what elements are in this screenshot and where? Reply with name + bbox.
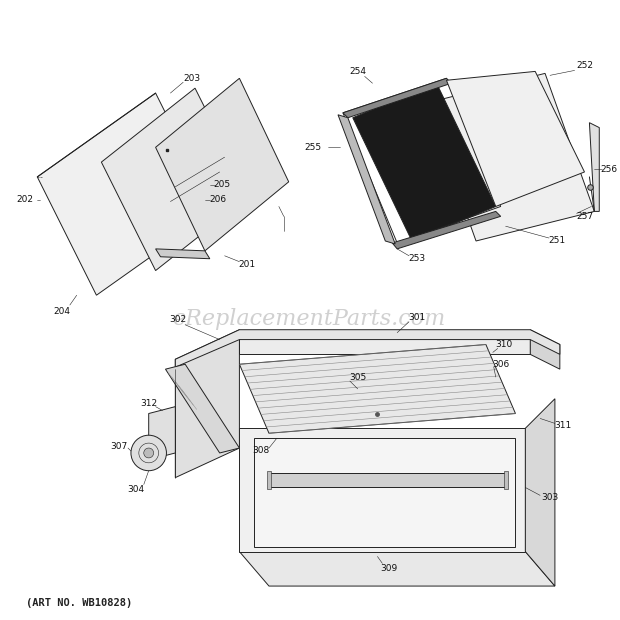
- Polygon shape: [175, 330, 560, 367]
- Polygon shape: [102, 88, 249, 270]
- Polygon shape: [267, 471, 271, 489]
- Text: 255: 255: [305, 143, 322, 152]
- Text: 307: 307: [110, 441, 128, 451]
- Polygon shape: [338, 115, 395, 244]
- Polygon shape: [254, 438, 515, 547]
- Text: 205: 205: [213, 180, 230, 189]
- Text: 301: 301: [408, 313, 425, 322]
- Text: 256: 256: [601, 164, 618, 174]
- Text: 311: 311: [554, 421, 572, 430]
- Polygon shape: [343, 78, 451, 118]
- Polygon shape: [156, 249, 210, 259]
- Text: 309: 309: [381, 564, 398, 573]
- Polygon shape: [503, 471, 508, 489]
- Polygon shape: [269, 472, 505, 487]
- Text: 253: 253: [409, 254, 425, 264]
- Text: 308: 308: [252, 446, 270, 456]
- Polygon shape: [427, 73, 595, 241]
- Text: 310: 310: [495, 340, 512, 349]
- Polygon shape: [156, 78, 289, 251]
- Text: 302: 302: [170, 316, 187, 324]
- Polygon shape: [149, 407, 175, 460]
- Polygon shape: [239, 345, 515, 433]
- Circle shape: [144, 448, 154, 458]
- Text: (ART NO. WB10828): (ART NO. WB10828): [27, 598, 133, 608]
- Polygon shape: [353, 83, 496, 241]
- Text: 303: 303: [541, 493, 559, 502]
- Text: 306: 306: [492, 360, 509, 369]
- Polygon shape: [392, 211, 501, 249]
- Polygon shape: [239, 428, 525, 552]
- Text: 252: 252: [576, 61, 593, 70]
- Text: 203: 203: [184, 74, 201, 83]
- Polygon shape: [37, 93, 215, 295]
- Text: 312: 312: [140, 399, 157, 408]
- Text: 304: 304: [127, 485, 144, 494]
- Text: 251: 251: [548, 236, 565, 246]
- Text: 204: 204: [53, 308, 71, 316]
- Text: eReplacementParts.com: eReplacementParts.com: [172, 308, 445, 330]
- Text: 206: 206: [209, 195, 226, 204]
- Polygon shape: [446, 71, 585, 206]
- Text: 202: 202: [16, 195, 33, 204]
- Text: 201: 201: [239, 260, 256, 269]
- Polygon shape: [530, 330, 560, 369]
- Polygon shape: [525, 399, 555, 586]
- Polygon shape: [166, 364, 239, 453]
- Circle shape: [131, 435, 166, 471]
- Polygon shape: [239, 552, 555, 586]
- Text: 257: 257: [576, 212, 593, 221]
- Text: 254: 254: [349, 67, 366, 76]
- Polygon shape: [175, 330, 239, 477]
- Text: 305: 305: [349, 373, 366, 381]
- Polygon shape: [590, 123, 600, 211]
- Polygon shape: [239, 330, 530, 355]
